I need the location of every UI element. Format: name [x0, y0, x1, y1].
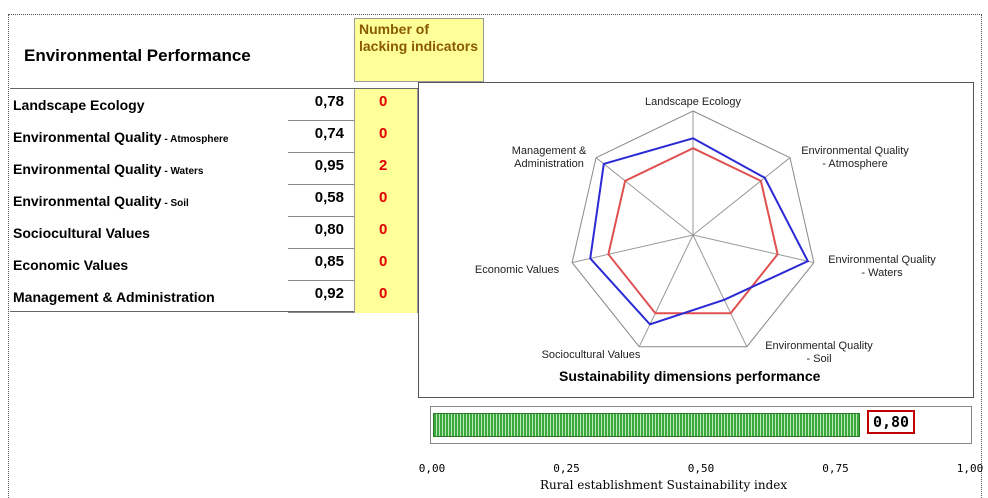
row-label: Environmental Quality - Waters	[13, 161, 204, 177]
radar-axis-label: Environmental Quality - Waters	[828, 254, 936, 279]
index-axis-label: Rural establishment Sustainability index	[540, 478, 788, 492]
index-axis-tick: 0,75	[822, 462, 849, 475]
radar-spoke	[692, 157, 791, 236]
row-label-sub: - Waters	[161, 166, 204, 177]
table-row: Economic Values 0,85 0	[10, 249, 418, 281]
radar-axis-label-line: Environmental Quality	[828, 254, 936, 266]
radar-axis-label: Economic Values	[475, 264, 560, 276]
row-label: Environmental Quality - Atmosphere	[13, 129, 229, 145]
index-axis-tick: 1,00	[956, 462, 984, 475]
radar-axis-label: Landscape Ecology	[645, 96, 742, 108]
radar-spoke	[595, 157, 694, 236]
row-lacking-count: 0	[354, 281, 418, 313]
row-label: Sociocultural Values	[13, 225, 150, 241]
index-axis-tick: 0,25	[553, 462, 580, 475]
row-value: 0,74	[288, 121, 354, 153]
radar-axis-label-line: Sociocultural Values	[542, 349, 641, 361]
row-value: 0,80	[288, 217, 354, 249]
radar-axis-label-line: - Atmosphere	[822, 158, 887, 170]
table-row: Landscape Ecology 0,78 0	[10, 89, 418, 121]
radar-axis-label-line: Environmental Quality	[801, 145, 909, 157]
radar-axis-label: Management & Administration	[512, 145, 587, 170]
sustainability-index-bar	[430, 406, 972, 444]
radar-chart-title: Sustainability dimensions performance	[559, 368, 821, 384]
radar-axis-label-line: Administration	[514, 158, 584, 170]
radar-grid	[571, 110, 815, 348]
row-label-sub: - Soil	[161, 198, 189, 209]
radar-axis-label: Sociocultural Values	[542, 349, 641, 361]
figure-frame	[8, 14, 982, 498]
table-row: Environmental Quality - Soil 0,58 0	[10, 185, 418, 217]
table-row: Management & Administration 0,92 0	[10, 281, 418, 313]
radar-axis-label-line: Environmental Quality	[765, 340, 873, 352]
radar-axis-label-line: - Soil	[806, 353, 831, 365]
row-lacking-count: 0	[354, 217, 418, 249]
row-label-sub: - Atmosphere	[161, 134, 229, 145]
table-title: Environmental Performance	[24, 46, 251, 65]
radar-axis-label-line: - Waters	[861, 267, 903, 279]
index-axis-tick: 0,50	[687, 462, 715, 475]
radar-spoke	[692, 234, 815, 264]
radar-spoke	[638, 234, 694, 347]
lacking-indicators-header: Number of lacking indicators	[354, 18, 484, 82]
row-value: 0,92	[288, 281, 354, 313]
row-value: 0,58	[288, 185, 354, 217]
performance-table: Landscape Ecology 0,78 0 Environmental Qual…	[10, 88, 418, 313]
table-row: Environmental Quality - Waters 0,95 2	[10, 153, 418, 185]
row-lacking-count: 0	[354, 121, 418, 153]
radar-axis-label-line: Landscape Ecology	[645, 96, 742, 108]
radar-series-line	[589, 137, 810, 326]
radar-chart: Landscape Ecology Environmental Quality - …	[418, 82, 974, 398]
row-label: Economic Values	[13, 257, 129, 273]
index-value-label: 0,80	[867, 410, 915, 434]
row-label: Landscape Ecology	[13, 97, 145, 113]
radar-axis-label: Environmental Quality - Atmosphere	[801, 145, 909, 170]
row-lacking-count: 2	[354, 153, 418, 185]
table-row: Sociocultural Values 0,80 0	[10, 217, 418, 249]
row-label: Management & Administration	[13, 289, 215, 305]
row-value: 0,95	[288, 153, 354, 185]
row-lacking-count: 0	[354, 89, 418, 121]
radar-axis-label-line: Economic Values	[475, 264, 560, 276]
table-row: Environmental Quality - Atmosphere 0,74 0	[10, 121, 418, 153]
radar-spoke	[571, 234, 694, 264]
row-lacking-count: 0	[354, 249, 418, 281]
radar-axis-label-line: Management &	[512, 145, 587, 157]
row-label: Environmental Quality - Soil	[13, 193, 189, 209]
radar-axis-label: Environmental Quality - Soil	[765, 340, 873, 365]
index-axis-tick: 0,00	[418, 462, 446, 475]
radar-series-line	[607, 147, 779, 315]
row-lacking-count: 0	[354, 185, 418, 217]
row-value: 0,85	[288, 249, 354, 281]
radar-spoke	[692, 234, 748, 347]
index-bar-fill	[433, 413, 860, 437]
row-value: 0,78	[288, 89, 354, 121]
